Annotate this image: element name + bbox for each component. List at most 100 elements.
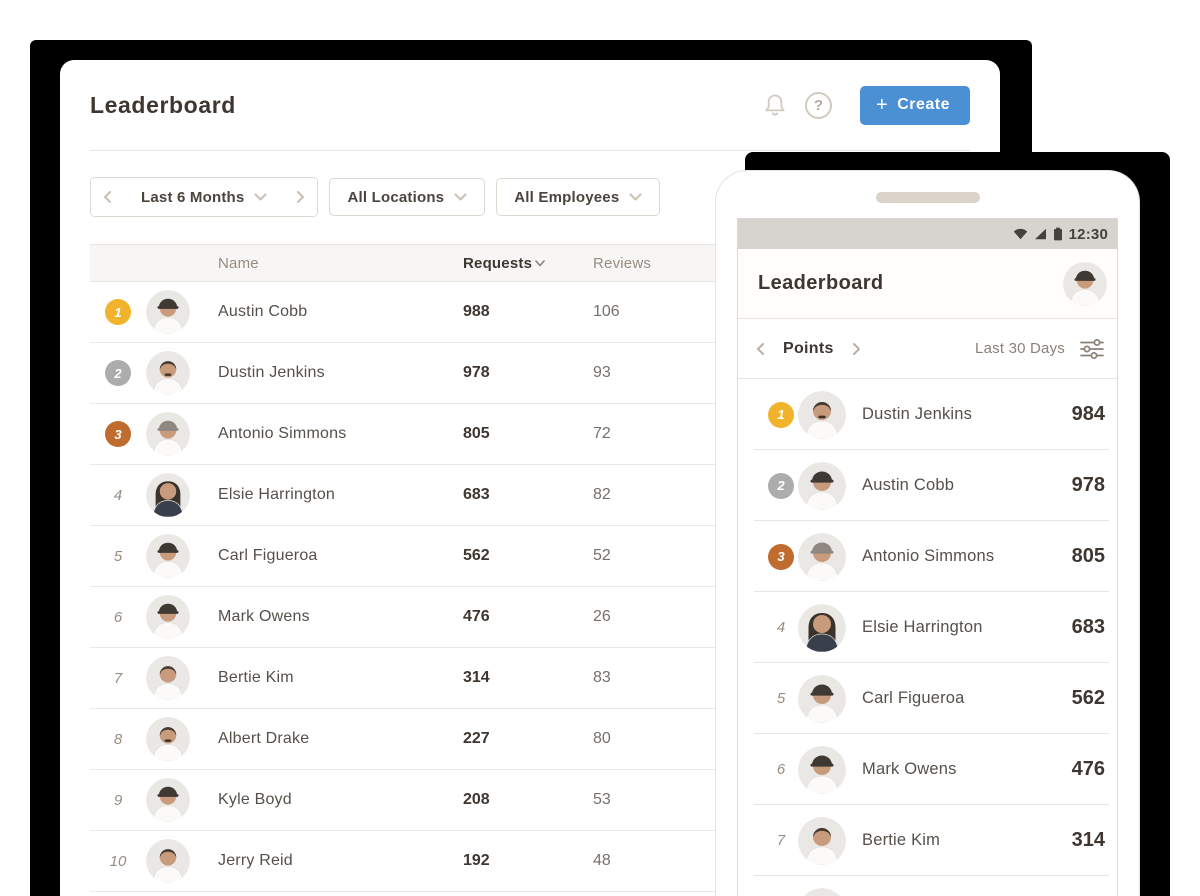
reviews-value: 82 — [593, 486, 611, 503]
requests-value: 314 — [463, 669, 490, 686]
employees-dropdown[interactable]: All Employees — [496, 178, 661, 216]
rank-cell: 3 — [90, 421, 146, 447]
avatar-illustration — [146, 351, 190, 395]
requests-value: 805 — [463, 425, 490, 442]
rank-badge: 1 — [768, 401, 794, 428]
rank-badge: 8 — [113, 730, 123, 748]
list-item[interactable]: 2 Austin Cobb 978 — [738, 450, 1117, 521]
plus-icon: + — [876, 93, 889, 116]
avatar-illustration — [798, 390, 846, 439]
employee-name: Dustin Jenkins — [862, 405, 973, 423]
avatar — [798, 674, 846, 723]
score-value: 562 — [1071, 687, 1105, 709]
metric-prev-button[interactable] — [756, 342, 765, 356]
tablet-page-title: Leaderboard — [758, 272, 884, 294]
rank-cell: 5 — [90, 543, 146, 569]
employee-name: Austin Cobb — [218, 303, 308, 320]
header-divider — [90, 150, 970, 151]
score-value: 314 — [1071, 829, 1105, 851]
profile-avatar[interactable] — [1063, 261, 1107, 306]
avatar-illustration — [146, 595, 190, 639]
rank-badge: 7 — [776, 832, 786, 849]
metric-next-button[interactable] — [852, 342, 861, 356]
employee-name: Kyle Boyd — [218, 791, 292, 808]
avatar-illustration — [798, 603, 846, 652]
chevron-down-icon — [629, 193, 642, 201]
employee-name: Mark Owens — [862, 760, 957, 778]
reviews-value: 106 — [593, 303, 620, 320]
period-next-button[interactable] — [284, 178, 318, 216]
requests-value: 988 — [463, 303, 490, 320]
period-dropdown[interactable]: Last 6 Months — [124, 178, 285, 216]
avatar — [146, 839, 190, 883]
locations-dropdown[interactable]: All Locations — [329, 178, 486, 216]
list-item[interactable]: 5 Carl Figueroa 562 — [738, 663, 1117, 734]
reviews-column-header[interactable]: Reviews — [593, 254, 652, 272]
list-item[interactable]: 1 Dustin Jenkins 984 — [738, 379, 1117, 450]
notifications-button[interactable] — [763, 92, 787, 118]
bell-icon — [765, 94, 785, 116]
requests-value: 683 — [463, 486, 490, 503]
rank-badge: 5 — [776, 690, 786, 707]
rank-cell: 7 — [90, 665, 146, 691]
score-value: 978 — [1071, 474, 1105, 496]
page-title: Leaderboard — [90, 91, 236, 118]
list-item[interactable]: 3 Antonio Simmons 805 — [738, 521, 1117, 592]
rank-cell: 1 — [90, 299, 146, 325]
avatar — [798, 816, 846, 865]
rank-cell: 1 — [764, 401, 798, 428]
avatar — [146, 717, 190, 761]
employee-name: Carl Figueroa — [862, 689, 965, 707]
status-time: 12:30 — [1068, 225, 1108, 243]
chevron-right-icon — [297, 191, 305, 203]
employee-name: Jerry Reid — [218, 852, 293, 869]
avatar — [798, 887, 846, 896]
create-button[interactable]: + Create — [860, 85, 970, 125]
avatar — [798, 532, 846, 581]
employee-name: Austin Cobb — [862, 476, 955, 494]
list-item[interactable]: 4 Elsie Harrington 683 — [738, 592, 1117, 663]
battery-icon — [1053, 227, 1062, 241]
tablet-app-header: Leaderboard — [738, 249, 1117, 319]
rank-badge: 7 — [113, 669, 123, 687]
requests-value: 562 — [463, 547, 490, 564]
period-prev-button[interactable] — [91, 178, 124, 216]
avatar — [146, 351, 190, 395]
rank-badge: 6 — [776, 761, 786, 778]
employee-name: Elsie Harrington — [218, 486, 336, 503]
reviews-value: 80 — [593, 730, 611, 747]
help-button[interactable]: ? — [805, 91, 832, 119]
rank-badge: 2 — [105, 360, 131, 386]
rank-cell: 6 — [90, 604, 146, 630]
rank-badge: 1 — [105, 299, 131, 325]
filter-settings-button[interactable] — [1079, 338, 1105, 360]
period-filter: Last 6 Months — [90, 177, 319, 217]
requests-value: 476 — [463, 608, 490, 625]
status-bar: 12:30 — [738, 219, 1117, 249]
metric-label: Points — [783, 339, 834, 357]
score-value: 476 — [1071, 758, 1105, 780]
employee-name: Bertie Kim — [862, 831, 941, 849]
chevron-left-icon — [104, 191, 111, 203]
list-item[interactable]: 7 Bertie Kim 314 — [738, 805, 1117, 876]
list-item[interactable]: 6 Mark Owens 476 — [738, 734, 1117, 805]
rank-badge: 6 — [113, 608, 123, 626]
avatar — [798, 461, 846, 510]
name-column-header[interactable]: Name — [218, 254, 259, 272]
requests-column-header[interactable]: Requests — [463, 255, 593, 272]
avatar — [798, 390, 846, 439]
requests-value: 227 — [463, 730, 490, 747]
avatar-illustration — [146, 473, 190, 517]
period-label: Last 30 Days — [975, 340, 1065, 357]
reviews-value: 53 — [593, 791, 611, 808]
reviews-value: 48 — [593, 852, 611, 869]
wifi-icon — [1013, 228, 1027, 240]
rank-cell: 10 — [90, 848, 146, 874]
list-item-partial[interactable] — [738, 876, 1117, 896]
score-value: 805 — [1071, 545, 1105, 567]
avatar — [146, 656, 190, 700]
avatar-illustration — [798, 532, 846, 581]
avatar-illustration — [798, 816, 846, 865]
employee-name: Mark Owens — [218, 608, 310, 625]
rank-badge: 5 — [113, 547, 123, 565]
